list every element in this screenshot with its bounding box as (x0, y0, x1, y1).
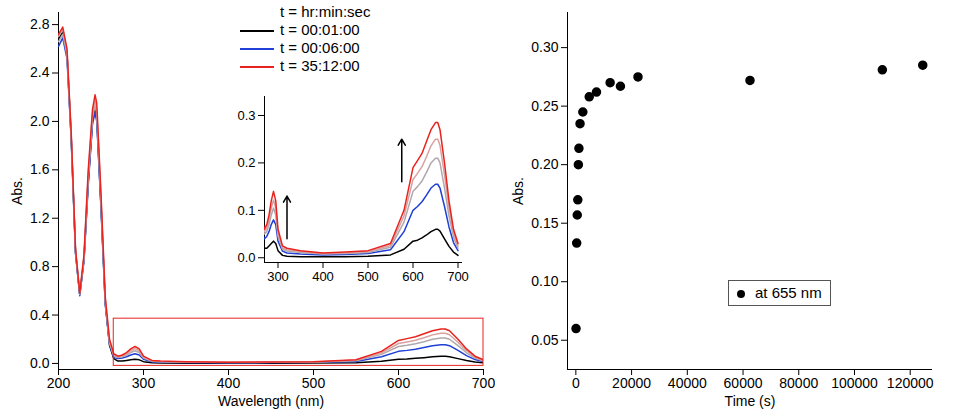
svg-text:Abs.: Abs. (510, 177, 526, 205)
svg-text:2.4: 2.4 (30, 64, 50, 80)
svg-text:0.0: 0.0 (237, 250, 255, 265)
svg-text:500: 500 (302, 375, 326, 391)
html-text:t = 00:06:00: t = 00:06:00 (280, 39, 360, 56)
svg-text:600: 600 (387, 375, 411, 391)
svg-text:Abs.: Abs. (9, 177, 25, 205)
svg-text:2.0: 2.0 (30, 113, 50, 129)
html-text:at 655 nm: at 655 nm (755, 284, 822, 301)
html-text:t = hr:min:sec: t = hr:min:sec (280, 3, 371, 20)
svg-text:0.4: 0.4 (30, 307, 50, 323)
html-text:t = 35:12:00: t = 35:12:00 (280, 57, 360, 74)
svg-text:80000: 80000 (779, 375, 818, 391)
svg-text:1.6: 1.6 (30, 161, 50, 177)
svg-text:0.3: 0.3 (237, 108, 255, 123)
svg-text:100000: 100000 (831, 375, 878, 391)
svg-text:700: 700 (447, 269, 469, 284)
svg-text:400: 400 (217, 375, 241, 391)
svg-text:300: 300 (132, 375, 156, 391)
svg-text:300: 300 (267, 269, 289, 284)
svg-text:0.2: 0.2 (237, 155, 255, 170)
svg-text:0.30: 0.30 (531, 39, 558, 55)
svg-text:20000: 20000 (612, 375, 651, 391)
svg-text:700: 700 (472, 375, 495, 391)
svg-text:400: 400 (312, 269, 334, 284)
svg-text:0.0: 0.0 (30, 355, 50, 371)
svg-text:500: 500 (357, 269, 379, 284)
svg-text:120000: 120000 (887, 375, 934, 391)
svg-text:40000: 40000 (668, 375, 707, 391)
svg-text:1.2: 1.2 (30, 210, 50, 226)
svg-text:0.05: 0.05 (531, 332, 558, 348)
svg-text:0.8: 0.8 (30, 258, 50, 274)
html-text:t = 00:01:00: t = 00:01:00 (280, 21, 360, 38)
svg-text:0.25: 0.25 (531, 98, 558, 114)
svg-text:0.15: 0.15 (531, 215, 558, 231)
svg-text:0.1: 0.1 (237, 202, 255, 217)
svg-text:600: 600 (402, 269, 424, 284)
svg-text:Wavelength (nm): Wavelength (nm) (218, 393, 324, 409)
svg-text:0.10: 0.10 (531, 273, 558, 289)
svg-text:60000: 60000 (724, 375, 763, 391)
svg-text:0.20: 0.20 (531, 156, 558, 172)
svg-text:Time (s): Time (s) (725, 393, 776, 409)
svg-text:2.8: 2.8 (30, 16, 50, 32)
svg-text:0: 0 (572, 375, 580, 391)
svg-text:200: 200 (47, 375, 71, 391)
